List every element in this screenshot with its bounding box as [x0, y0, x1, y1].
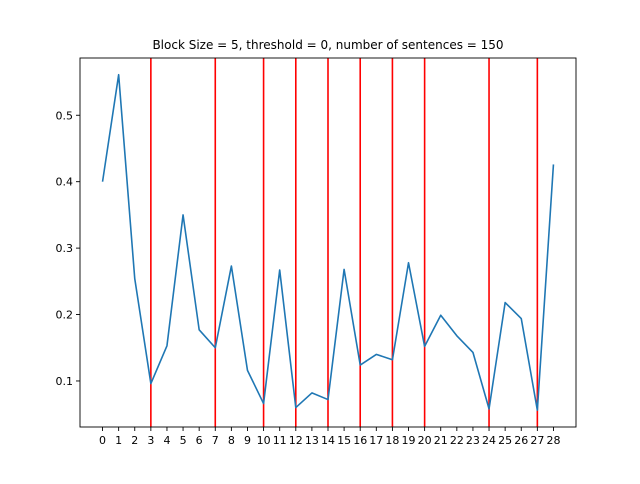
x-tick-label: 18: [385, 434, 399, 447]
x-tick-label: 11: [273, 434, 287, 447]
x-tick-label: 19: [402, 434, 416, 447]
x-tick-label: 26: [514, 434, 528, 447]
x-tick-label: 10: [257, 434, 271, 447]
x-tick-label: 2: [131, 434, 138, 447]
x-tick-label: 9: [244, 434, 251, 447]
x-tick-label: 6: [196, 434, 203, 447]
x-tick-label: 15: [337, 434, 351, 447]
x-tick-label: 4: [163, 434, 170, 447]
x-tick-label: 16: [353, 434, 367, 447]
y-tick-label: 0.4: [56, 176, 74, 189]
x-tick-label: 28: [546, 434, 560, 447]
x-tick-label: 0: [99, 434, 106, 447]
x-tick-label: 3: [147, 434, 154, 447]
x-tick-label: 21: [434, 434, 448, 447]
x-tick-label: 5: [180, 434, 187, 447]
x-tick-label: 27: [530, 434, 544, 447]
x-tick-label: 20: [418, 434, 432, 447]
chart-title: Block Size = 5, threshold = 0, number of…: [152, 38, 503, 52]
x-tick-label: 22: [450, 434, 464, 447]
y-tick-label: 0.2: [56, 309, 74, 322]
x-tick-label: 25: [498, 434, 512, 447]
x-tick-label: 23: [466, 434, 480, 447]
y-tick-label: 0.3: [56, 242, 74, 255]
x-tick-label: 12: [289, 434, 303, 447]
x-tick-label: 17: [369, 434, 383, 447]
y-tick-label: 0.5: [56, 109, 74, 122]
x-tick-label: 1: [115, 434, 122, 447]
x-tick-label: 7: [212, 434, 219, 447]
x-tick-label: 8: [228, 434, 235, 447]
x-tick-label: 14: [321, 434, 335, 447]
x-tick-label: 24: [482, 434, 496, 447]
x-tick-label: 13: [305, 434, 319, 447]
y-tick-label: 0.1: [56, 375, 74, 388]
